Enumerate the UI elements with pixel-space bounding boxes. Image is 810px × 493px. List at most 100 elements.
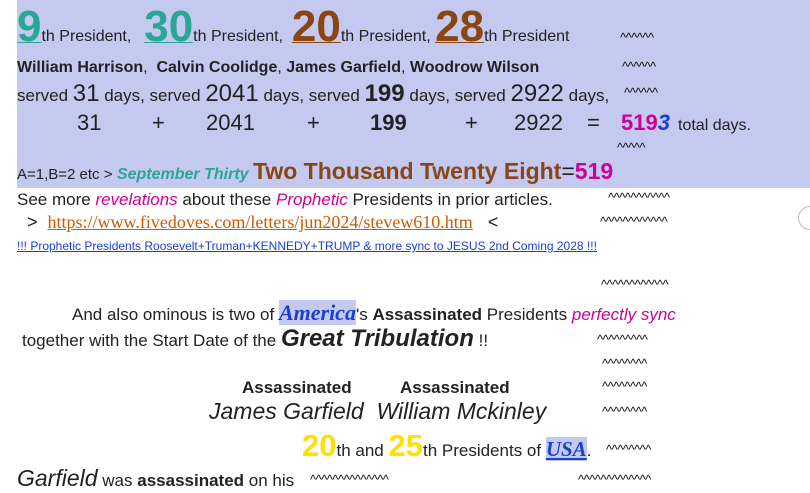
possessive: 's [355,305,368,324]
link-bracket: > [27,212,38,232]
plus-sign: + [307,110,320,135]
total-days-value: 5193 [621,110,670,136]
usa-word: USA [545,437,587,461]
president-number-30: 30 [144,2,194,51]
scroll-handle[interactable] [798,206,810,230]
revelations-word: revelations [95,190,178,209]
ominous-text: Presidents [486,305,568,324]
caret-decoration: ^^^^^^^^^^^^^ [578,472,651,487]
caret-decoration: ^^^^^^ [622,59,656,74]
was-word: was [102,471,133,490]
name-james-garfield: James Garfield [209,398,364,424]
exclamation: !! [478,331,489,350]
caret-decoration: ^^^^^^^^^^^^ [601,277,669,292]
president-number-20: 20 [291,2,341,51]
caret-decoration: ^^^^^^^^ [602,379,647,394]
sum-term: 2041 [206,110,255,135]
separator: , [277,59,282,76]
assassinated-label: Assassinated [400,378,510,397]
on-his-text: on his [248,471,295,490]
ordinal-suffix: th President, [193,28,283,45]
date-september-thirty: September Thirty [116,166,249,183]
ominous-row: And also ominous is two of America's Ass… [72,300,676,326]
perfectly-sync: perfectly sync [571,305,676,324]
sum-term: 199 [370,110,407,135]
name-calvin-coolidge: Calvin Coolidge [156,59,278,76]
tribulation-text: together with the Start Date of the [22,331,277,350]
caret-decoration: ^^^^^^^^ [602,356,647,371]
served-row: served 31 days, served 2041 days, served… [17,80,609,108]
total-main: 519 [621,110,658,135]
name-james-garfield: James Garfield [286,59,401,76]
president-number-25: 25 [388,428,423,463]
america-word: America [278,300,356,325]
equals-sign: = [587,110,600,135]
year-two-thousand-twenty-eight: Two Thousand Twenty Eight [253,158,562,184]
president-number-28: 28 [435,2,485,51]
tribulation-row: together with the Start Date of the Grea… [22,325,488,353]
ordinal-suffix: th President, [340,28,431,45]
highlight-block [17,0,810,188]
see-more-text: See more [17,190,91,209]
assassinated-word: assassinated [137,471,245,490]
served-label: days, served [409,86,506,105]
ordinals-row: 20th and 25th Presidents of USA. [302,428,591,464]
cipher-value-519: 519 [574,158,614,184]
assassinated-label: Assassinated [242,378,352,397]
equals-sign: = [561,158,575,184]
caret-decoration: ^^^^^^^^^^^^^^ [310,472,389,487]
ordinal-suffix: th President [484,28,570,45]
separator: , [143,59,148,76]
total-last-digit: 3 [657,110,670,135]
name-woodrow-wilson: Woodrow Wilson [409,59,540,76]
sum-term: 2922 [514,110,563,135]
period: . [586,441,592,460]
separator: , [401,59,406,76]
sum-term: 31 [77,110,102,135]
days-199: 199 [364,80,405,107]
assassinated-row: Assassinated [400,378,510,398]
see-more-row: See more revelations about these Prophet… [17,190,553,210]
served-label: served [17,86,69,105]
assassinated-word: Assassinated [372,305,483,324]
link-row: > https://www.fivedoves.com/letters/jun2… [27,212,498,233]
president-number-9: 9 [17,2,42,51]
days-2041: 2041 [205,80,259,107]
days-2922: 2922 [510,80,564,107]
link-bracket: < [487,212,499,232]
garfield-word: Garfield [17,465,98,491]
days-31: 31 [72,80,100,107]
ominous-text: And also ominous is two of [72,305,275,324]
caret-decoration: ^^^^^^ [620,30,654,45]
caret-decoration: ^^^^^^^^ [602,404,647,419]
assassinated-row: Assassinated [242,378,352,398]
name-william-mckinley: William Mckinley [376,398,547,424]
served-label: days, [568,86,610,105]
sum-row: 31 + 2041 + 199 + 2922 = 5193 total days… [0,110,810,140]
president-number-20: 20 [302,428,337,463]
assassinated-names-row: James Garfield William Mckinley [209,398,546,425]
caret-decoration: ^^^^^^^^^^^^ [600,214,668,229]
caret-decoration: ^^^^^^^^^ [597,332,648,347]
cipher-prefix: A=1,B=2 etc > [17,166,113,183]
see-more-text: Presidents in prior articles. [352,190,553,209]
garfield-row: Garfield was assassinated on his [17,465,294,492]
caret-decoration: ^^^^^^^^ [606,442,651,457]
caret-decoration: ^^^^^ [617,140,646,155]
served-label: days, served [104,86,201,105]
served-label: days, served [263,86,360,105]
caret-decoration: ^^^^^^^^^^^ [608,190,670,205]
ordinal-text: th and [336,441,384,460]
great-tribulation: Great Tribulation [280,325,474,352]
cipher-row: A=1,B=2 etc > September Thirty Two Thous… [17,158,613,185]
article-link[interactable]: https://www.fivedoves.com/letters/jun202… [47,212,473,232]
total-days-label: total days. [678,117,751,134]
name-william-harrison: William Harrison [17,59,144,76]
plus-sign: + [465,110,478,135]
prophetic-presidents-link[interactable]: !!! Prophetic Presidents Roosevelt+Truma… [17,239,597,253]
prophetic-word: Prophetic [275,190,348,209]
ordinal-text: th Presidents of [422,441,542,460]
see-more-text: about these [182,190,272,209]
plus-sign: + [152,110,165,135]
names-row: William Harrison, Calvin Coolidge, James… [17,59,539,77]
